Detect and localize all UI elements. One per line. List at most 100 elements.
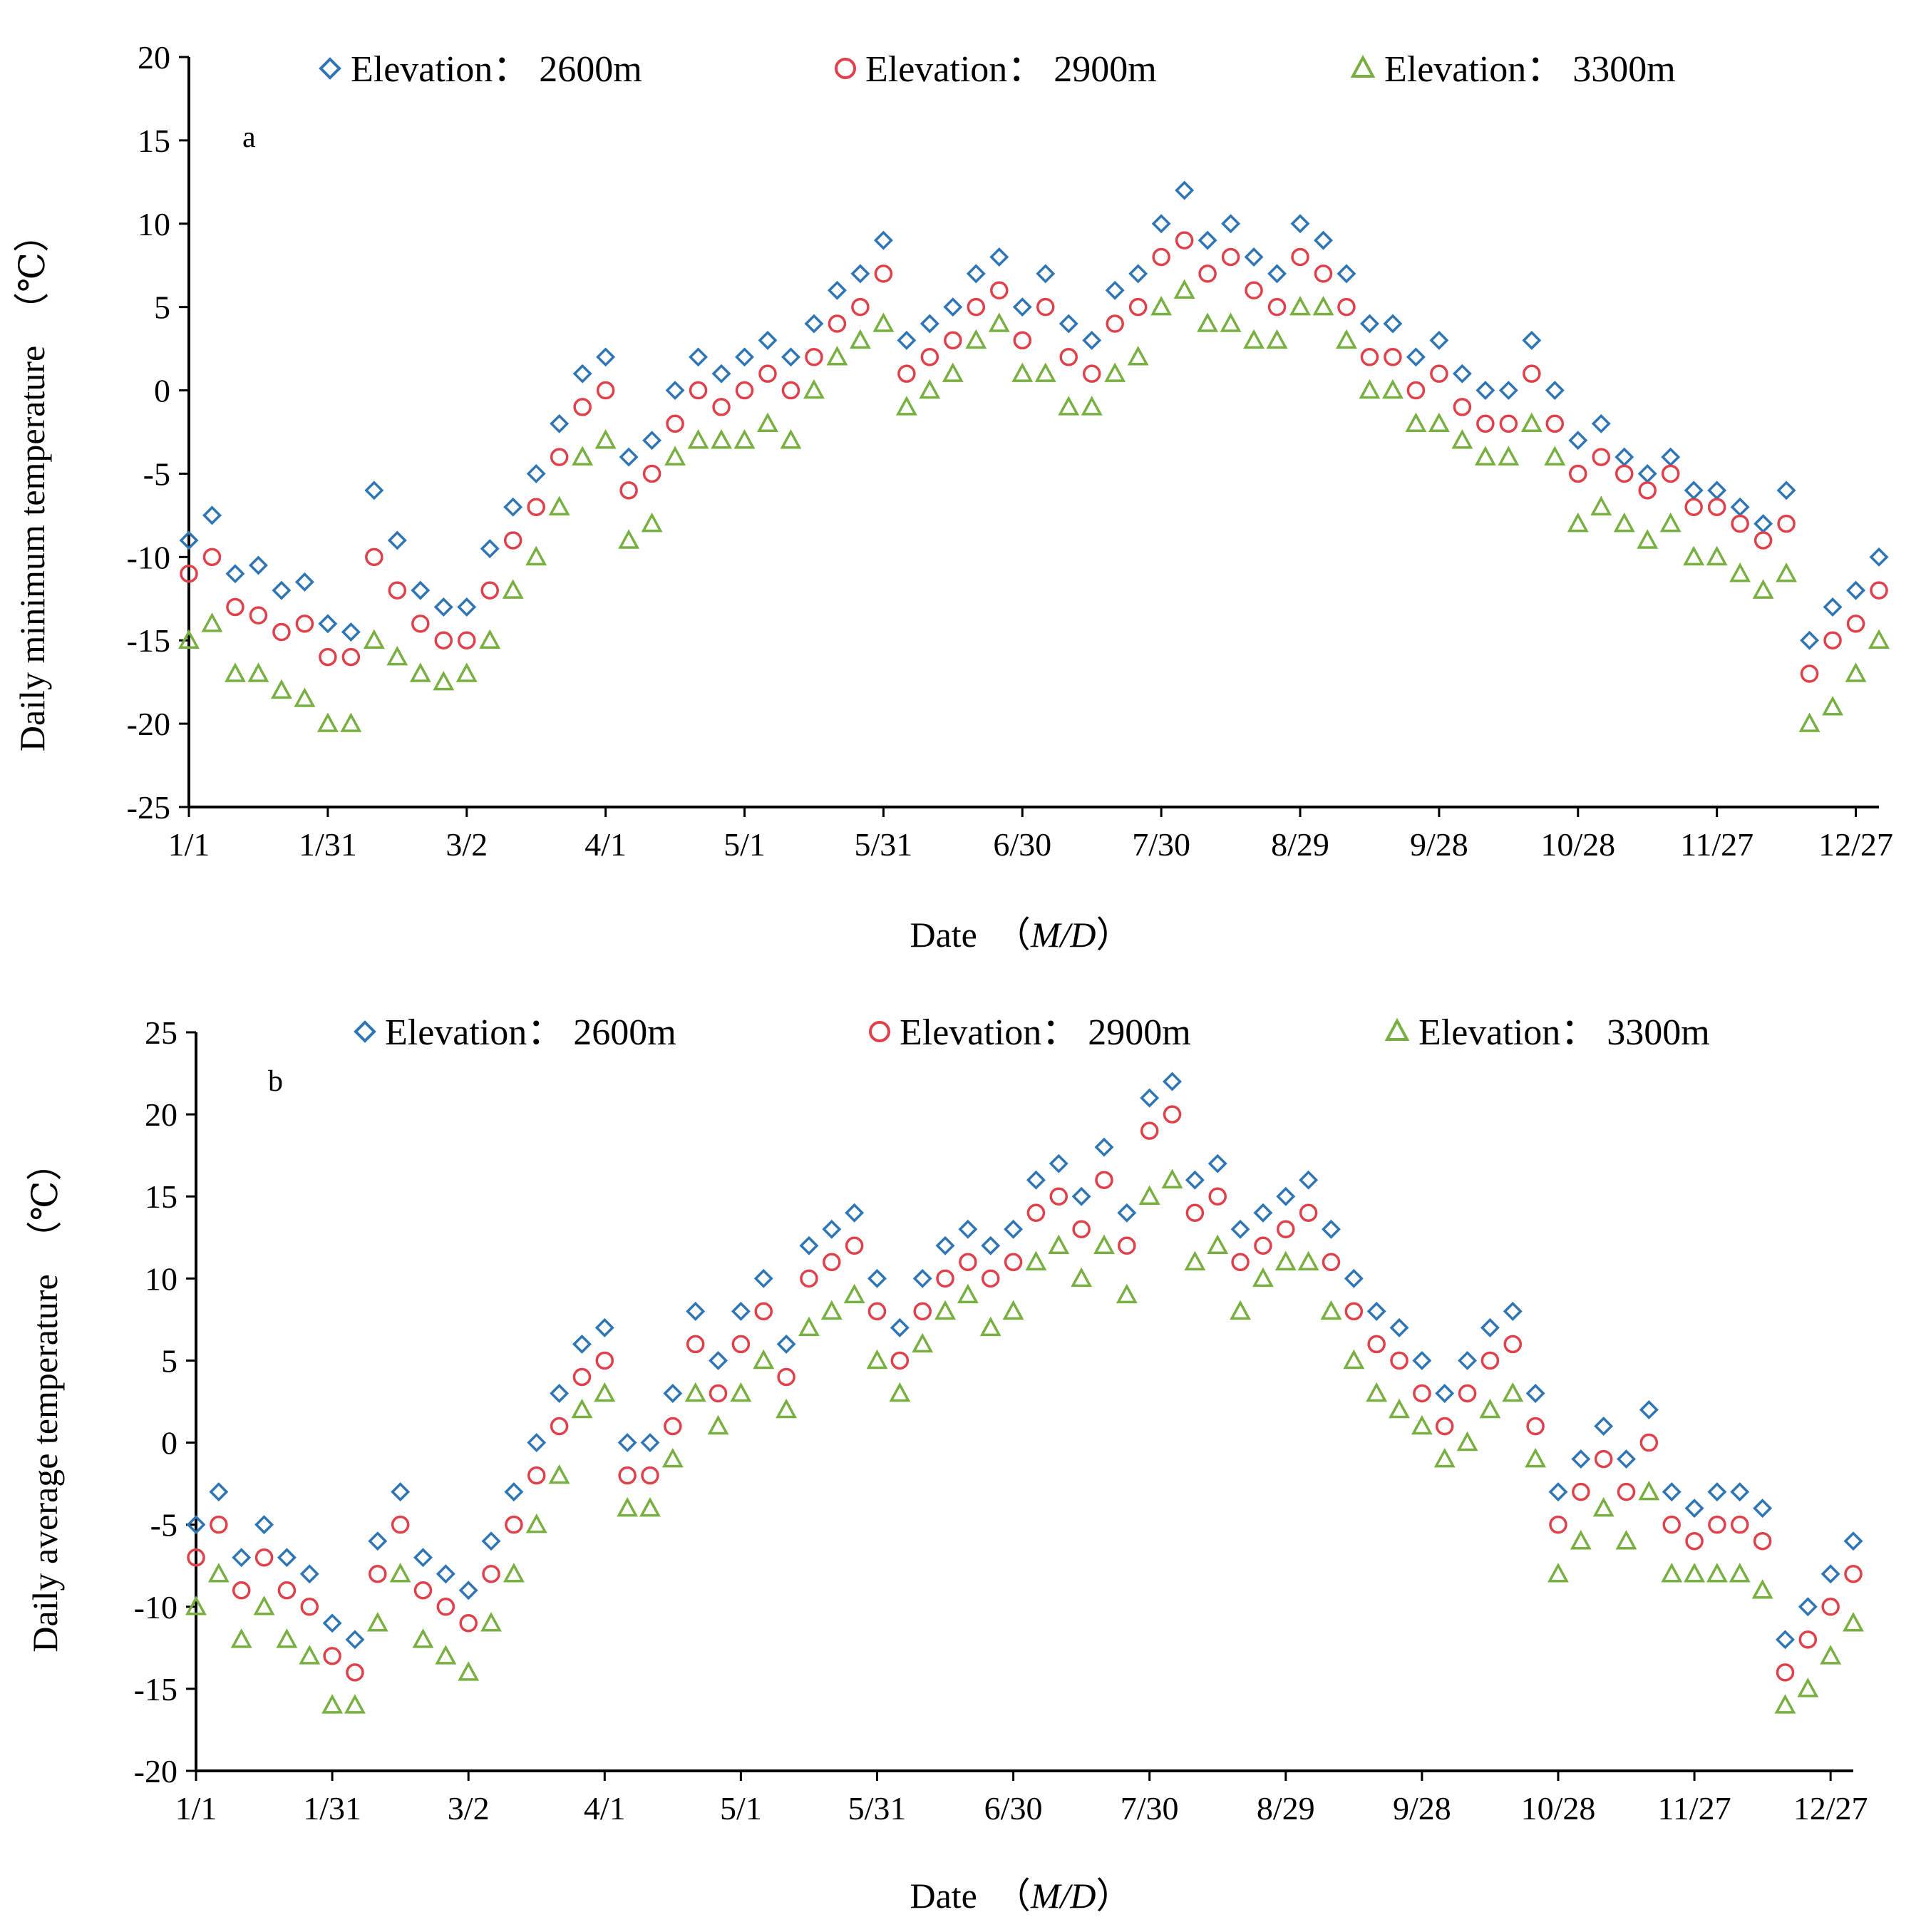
data-point-diamond xyxy=(1207,1153,1227,1173)
data-point-triangle xyxy=(1197,312,1219,332)
data-point-diamond xyxy=(1800,630,1820,650)
data-point-triangle xyxy=(957,1283,979,1304)
data-point-diamond xyxy=(689,347,709,367)
legend-label-2600m: Elevation： 2600m xyxy=(385,1012,676,1053)
data-point-circle xyxy=(1082,364,1101,383)
data-point-diamond xyxy=(1276,1186,1296,1206)
data-point-circle xyxy=(1314,264,1333,283)
data-point-diamond xyxy=(1568,431,1588,451)
data-point-circle xyxy=(1662,1515,1681,1534)
data-point-circle xyxy=(1152,247,1170,267)
data-point-circle xyxy=(1163,1105,1182,1124)
data-point-triangle xyxy=(1752,579,1774,599)
data-point-diamond xyxy=(890,1317,910,1337)
data-point-diamond xyxy=(248,555,268,575)
data-point-diamond xyxy=(503,497,523,517)
data-point-diamond xyxy=(711,364,731,384)
data-point-circle xyxy=(1413,1384,1431,1403)
data-point-diamond xyxy=(1406,347,1426,367)
data-point-diamond xyxy=(1117,1203,1137,1223)
data-point-triangle xyxy=(270,679,292,699)
data-point-triangle xyxy=(503,1563,525,1583)
data-point-diamond xyxy=(1754,514,1773,534)
data-point-triangle xyxy=(895,396,917,416)
data-point-triangle xyxy=(1613,512,1635,533)
data-point-circle xyxy=(1208,1187,1227,1206)
data-point-diamond xyxy=(504,1482,524,1502)
data-point-diamond xyxy=(272,580,292,600)
data-point-circle xyxy=(867,1302,887,1321)
data-point-diamond xyxy=(341,622,361,642)
data-point-diamond xyxy=(572,1334,592,1354)
data-point-circle xyxy=(1731,1515,1749,1534)
data-point-triangle xyxy=(1266,329,1288,349)
data-point-diamond xyxy=(920,314,939,334)
x-tick-label: 8/29 xyxy=(1257,1790,1315,1826)
data-point-diamond xyxy=(1290,214,1310,234)
data-point-circle xyxy=(1617,1482,1636,1501)
data-point-diamond xyxy=(364,481,384,500)
data-point-circle xyxy=(1140,1121,1159,1140)
y-tick-label: -10 xyxy=(127,539,170,575)
legend-marker-3300m xyxy=(1384,1017,1410,1041)
data-point-circle xyxy=(890,1351,910,1370)
data-point-circle xyxy=(754,1302,773,1321)
data-point-circle xyxy=(1277,1220,1295,1239)
data-point-circle xyxy=(232,1581,251,1600)
data-point-circle xyxy=(1267,297,1287,317)
data-point-diamond xyxy=(776,1334,796,1354)
data-point-circle xyxy=(1013,331,1032,350)
x-tick-label: 1/1 xyxy=(168,826,210,863)
data-point-diamond xyxy=(966,264,986,284)
data-point-triangle xyxy=(803,379,825,399)
data-point-diamond xyxy=(391,1482,411,1502)
data-point-circle xyxy=(1615,464,1634,483)
data-point-triangle xyxy=(1381,379,1404,399)
data-point-triangle xyxy=(1590,495,1612,515)
data-point-diamond xyxy=(873,230,893,250)
data-point-diamond xyxy=(640,1433,660,1453)
data-point-diamond xyxy=(709,1350,728,1370)
data-point-triangle xyxy=(1751,1579,1773,1599)
data-point-triangle xyxy=(435,1645,457,1665)
data-point-triangle xyxy=(965,329,987,349)
data-point-diamond xyxy=(1548,1482,1568,1502)
data-point-triangle xyxy=(798,1316,820,1337)
data-point-triangle xyxy=(1774,1694,1796,1714)
data-point-diamond xyxy=(1458,1350,1478,1370)
data-point-triangle xyxy=(1274,1250,1297,1271)
data-point-diamond xyxy=(1525,1384,1545,1403)
legend-marker-2900m xyxy=(835,58,856,79)
data-point-diamond xyxy=(594,1317,614,1337)
data-point-diamond xyxy=(850,264,870,284)
data-point-triangle xyxy=(934,1300,956,1320)
data-point-circle xyxy=(1594,1449,1613,1469)
data-point-triangle xyxy=(1184,1250,1206,1271)
data-point-triangle xyxy=(1320,1300,1342,1320)
data-point-triangle xyxy=(1048,1234,1070,1255)
data-point-diamond xyxy=(1105,280,1125,300)
data-point-triangle xyxy=(1011,362,1034,382)
data-point-triangle xyxy=(1592,1496,1615,1517)
data-point-triangle xyxy=(1150,296,1173,316)
y-tick-label: 0 xyxy=(154,373,170,409)
data-point-circle xyxy=(619,481,638,500)
data-point-diamond xyxy=(845,1203,865,1223)
data-point-diamond xyxy=(804,314,824,334)
x-tick-label: 7/30 xyxy=(1132,826,1190,863)
data-point-triangle xyxy=(1456,1431,1478,1451)
x-tick-label: 7/30 xyxy=(1121,1790,1179,1826)
data-point-circle xyxy=(777,1367,795,1387)
data-point-diamond xyxy=(345,1630,365,1650)
data-point-triangle xyxy=(502,579,524,599)
data-point-circle xyxy=(573,398,592,416)
data-point-circle xyxy=(411,615,430,633)
data-point-diamond xyxy=(753,1268,773,1288)
x-tick-label: 5/1 xyxy=(720,1790,762,1826)
data-point-diamond xyxy=(1151,214,1171,234)
data-point-diamond xyxy=(433,597,453,617)
x-tick-label: 3/2 xyxy=(446,826,488,863)
panel-a-legend: Elevation： 2600m Elevation： 2900m Elevat… xyxy=(319,49,1676,90)
data-point-diamond xyxy=(1253,1203,1273,1223)
data-point-diamond xyxy=(1221,214,1241,234)
